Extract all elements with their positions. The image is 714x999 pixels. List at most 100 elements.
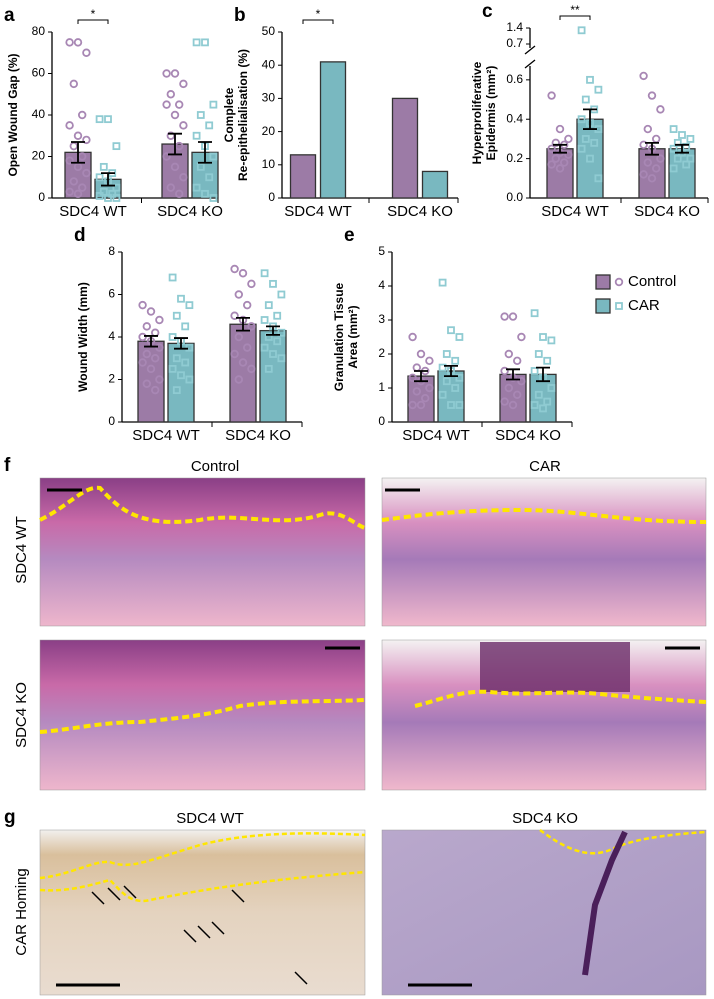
data-point [179,173,188,182]
error-bar [583,108,597,130]
panel-letter: e [344,225,355,246]
data-point [264,301,273,310]
data-point [205,121,214,130]
data-point [500,312,509,321]
data-point [530,401,539,409]
histology-image [39,477,366,627]
y-tick-label: 0.0 [506,190,523,204]
data-point [513,356,522,365]
data-point [425,383,434,393]
data-point [179,121,188,130]
data-point [234,332,243,342]
data-point [95,115,104,124]
x-tick-label: SDC4 WT [541,203,609,220]
data-point [242,343,252,352]
ihc-image [381,828,707,996]
bar [576,118,604,199]
data-point [69,141,78,151]
data-point [500,366,509,376]
y-tick-label: 6 [108,287,115,301]
row-label: SDC4 KO [13,682,30,748]
data-point [513,390,522,399]
data-point [590,138,599,147]
data-point [594,85,603,94]
y-tick-label: 30 [262,91,276,105]
y-axis-label: Granulation Tissue [332,282,346,391]
data-point [451,356,460,365]
column-label: SDC4 KO [512,810,578,827]
histology-image [381,639,707,791]
data-point [273,311,282,320]
data-point [238,269,248,278]
legend-marker [614,277,624,287]
data-point [547,336,556,345]
y-axis-label: Hyperproliferative [470,61,484,164]
data-point [504,383,513,393]
data-point [586,154,594,163]
data-point [547,384,556,392]
data-point [112,194,121,202]
data-point [142,349,151,359]
data-point [508,312,518,321]
data-point [168,333,177,341]
x-tick-label: SDC4 WT [59,203,127,220]
data-point [517,332,526,342]
significance-label: * [91,7,96,21]
panel-letter: c [482,1,493,22]
data-point [647,91,657,100]
y-axis-label: Open Wound Gap (%) [6,53,20,176]
data-point [416,400,426,410]
data-point [639,170,648,179]
error-bar [71,141,85,164]
legend-swatch [595,274,611,290]
y-axis-label: Area (mm²) [346,305,360,368]
data-point [95,192,104,200]
data-point [551,154,560,163]
panel-letter: a [4,5,15,26]
data-point [673,138,682,147]
data-point [166,90,175,99]
y-tick-label: 1.4 [506,20,523,34]
y-tick-label: 2 [108,372,115,386]
data-point [201,38,209,47]
data-point [77,110,87,120]
data-point [177,371,185,380]
error-bar [266,325,280,336]
data-point [112,183,121,192]
axis-break [524,59,536,69]
data-point [95,173,104,182]
data-point [65,121,74,130]
data-point [209,100,218,109]
data-point [69,177,78,186]
data-point [234,290,243,299]
data-point [155,343,164,352]
y-tick-label: 0 [378,414,385,428]
significance-label: * [316,7,321,21]
data-point [73,38,83,47]
data-point [421,394,430,403]
data-point [647,174,657,183]
data-point [455,401,464,409]
y-tick-label: 20 [32,149,46,163]
data-point [260,343,269,352]
error-bar [414,370,428,383]
data-point [447,401,455,409]
data-point [185,375,194,384]
significance-bracket [559,15,591,20]
data-point [104,115,112,124]
data-point [455,373,464,382]
data-point [209,194,218,202]
data-point [162,152,171,161]
data-point [586,75,594,84]
data-point [682,142,691,151]
data-point [412,387,421,396]
data-point [138,332,147,342]
data-point [669,144,678,153]
data-point [112,142,121,151]
row-label: SDC4 WT [13,516,30,584]
data-point [242,300,252,310]
data-point [547,144,556,153]
error-bar [645,141,659,156]
y-tick-label: 20 [262,124,276,138]
data-point [639,140,648,150]
